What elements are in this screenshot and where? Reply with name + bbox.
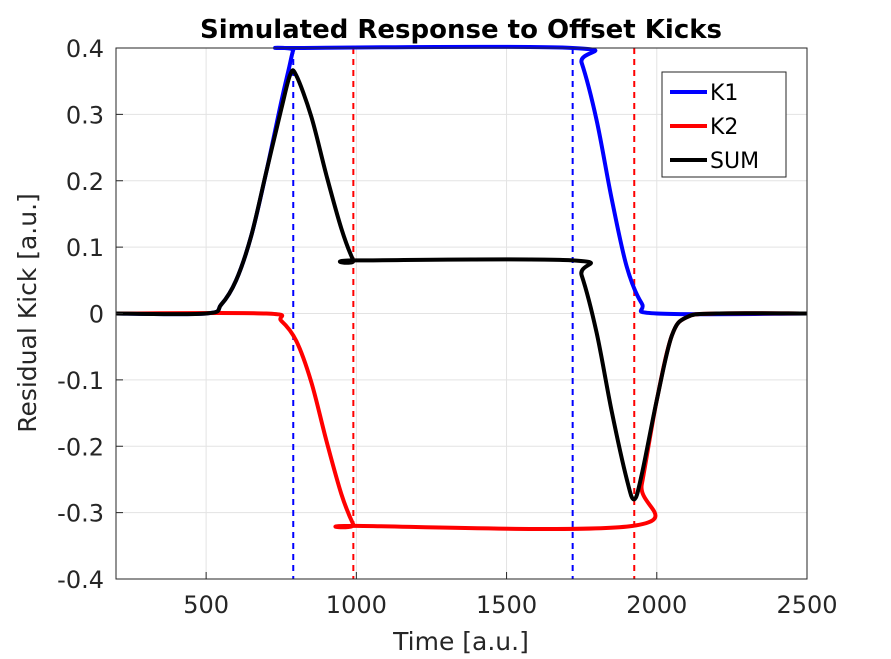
marker-lines (292, 48, 636, 579)
x-tick-label: 1500 (476, 591, 537, 619)
y-tick-label: -0.1 (57, 367, 104, 395)
y-tick-label: -0.2 (57, 433, 104, 461)
y-axis-ticks: 0.4 0.3 0.2 0.1 0 -0.1 -0.2 -0.3 -0.4 (57, 35, 123, 594)
x-tick-label: 2500 (776, 591, 837, 619)
x-tick-label: 500 (183, 591, 229, 619)
legend-label-k1: K1 (710, 81, 738, 106)
y-tick-label: 0.1 (66, 234, 104, 262)
series-line-sum (115, 68, 808, 502)
legend-label-sum: SUM (710, 149, 759, 174)
x-tick-label: 2000 (626, 591, 687, 619)
x-tick-label: 1000 (326, 591, 387, 619)
x-axis-ticks: 500 1000 1500 2000 2500 (183, 572, 838, 619)
y-tick-label: -0.3 (57, 500, 104, 528)
x-axis-label: Time [a.u.] (392, 627, 529, 656)
y-tick-label: 0.4 (66, 35, 104, 63)
legend: K1 K2 SUM (661, 71, 787, 178)
chart-title: Simulated Response to Offset Kicks (200, 15, 722, 45)
y-tick-label: 0.3 (66, 101, 104, 129)
y-tick-label: 0.2 (66, 168, 104, 196)
legend-label-k2: K2 (710, 115, 738, 140)
y-tick-label: 0 (89, 301, 104, 329)
y-axis-label: Residual Kick [a.u.] (13, 193, 42, 433)
y-tick-label: -0.4 (57, 566, 104, 594)
